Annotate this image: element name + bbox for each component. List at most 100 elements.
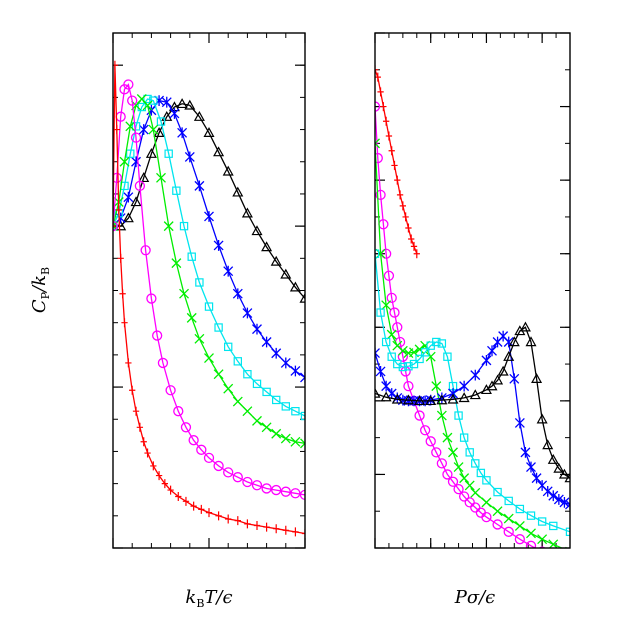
data-point xyxy=(134,180,146,192)
data-point xyxy=(157,357,169,369)
data-point xyxy=(184,99,196,110)
data-point xyxy=(253,520,261,530)
data-point xyxy=(469,389,481,400)
data-point xyxy=(299,292,305,303)
data-point xyxy=(280,433,291,444)
data-point xyxy=(179,288,189,299)
data-point xyxy=(149,96,158,105)
data-point xyxy=(225,514,232,524)
data-point xyxy=(531,373,543,383)
data-point xyxy=(398,362,408,372)
data-point xyxy=(492,374,504,385)
data-point xyxy=(405,223,412,233)
data-point xyxy=(194,180,205,192)
data-point xyxy=(251,225,263,236)
data-point xyxy=(382,116,390,126)
data-point xyxy=(565,527,570,537)
data-point xyxy=(113,125,120,135)
data-point xyxy=(132,406,140,416)
data-point xyxy=(410,241,418,251)
data-point xyxy=(300,438,305,449)
data-point xyxy=(448,388,458,399)
data-point xyxy=(503,513,514,524)
data-point xyxy=(531,472,542,484)
data-point xyxy=(119,156,130,167)
x-axis-label: kBT/ϵ xyxy=(185,587,232,610)
data-point xyxy=(403,380,414,392)
data-point xyxy=(290,488,301,499)
data-point xyxy=(146,293,157,304)
data-point xyxy=(241,207,253,218)
data-point xyxy=(386,292,397,304)
data-point xyxy=(388,146,395,156)
data-point xyxy=(459,473,470,484)
data-point xyxy=(481,497,492,508)
data-point xyxy=(380,248,392,259)
data-point xyxy=(442,469,453,480)
data-point xyxy=(415,354,424,364)
data-point xyxy=(536,413,548,424)
data-point xyxy=(538,546,546,548)
data-point xyxy=(180,422,192,433)
data-point xyxy=(549,555,558,564)
data-point xyxy=(493,487,502,497)
data-point xyxy=(271,428,282,439)
data-point xyxy=(387,352,396,361)
data-point xyxy=(161,479,168,489)
data-point xyxy=(175,492,182,501)
data-point xyxy=(402,212,409,222)
data-point xyxy=(198,504,205,514)
data-point xyxy=(389,307,400,318)
data-point xyxy=(454,411,463,420)
data-point xyxy=(300,372,305,383)
data-point xyxy=(383,270,395,281)
data-point xyxy=(113,60,119,70)
y-axis-label: CP/kB xyxy=(29,267,52,313)
data-point xyxy=(242,307,253,319)
data-point xyxy=(487,345,497,357)
data-point xyxy=(242,476,253,488)
data-point xyxy=(232,472,243,483)
data-point xyxy=(261,483,272,494)
data-point xyxy=(393,359,402,369)
data-point xyxy=(375,152,383,164)
data-point xyxy=(130,196,142,207)
data-point xyxy=(113,172,122,183)
data-point xyxy=(125,121,136,132)
data-point xyxy=(420,348,430,357)
data-point xyxy=(526,528,536,539)
data-point xyxy=(156,117,166,126)
data-point xyxy=(459,433,469,442)
data-point xyxy=(386,329,397,340)
data-point xyxy=(525,336,537,347)
data-point xyxy=(224,342,233,352)
data-point xyxy=(431,381,442,392)
data-point xyxy=(453,483,464,495)
data-point xyxy=(129,385,136,395)
data-point xyxy=(402,394,414,405)
data-point xyxy=(143,94,152,104)
data-point xyxy=(447,476,459,487)
data-point xyxy=(167,485,174,495)
data-point xyxy=(436,394,448,405)
data-point xyxy=(409,359,419,369)
data-point xyxy=(261,241,273,252)
data-point xyxy=(525,540,537,548)
data-point xyxy=(514,417,525,429)
data-point xyxy=(234,516,241,526)
data-point xyxy=(261,336,272,348)
data-point xyxy=(514,520,525,531)
data-point xyxy=(486,380,498,391)
data-point xyxy=(375,387,381,398)
data-point xyxy=(261,422,272,433)
data-point xyxy=(196,444,207,455)
data-point xyxy=(233,357,242,366)
data-point xyxy=(194,333,205,344)
data-point xyxy=(542,485,553,497)
series-group xyxy=(375,65,570,564)
data-point xyxy=(448,447,458,458)
data-point xyxy=(140,245,151,256)
data-point xyxy=(548,490,559,502)
data-point xyxy=(242,406,253,417)
